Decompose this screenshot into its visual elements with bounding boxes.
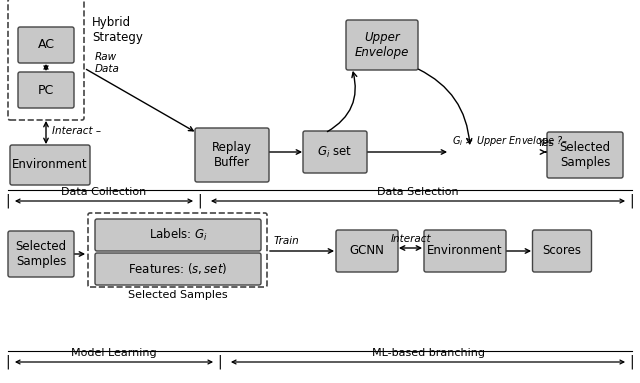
Text: PC: PC [38, 83, 54, 97]
Text: Data Collection: Data Collection [61, 187, 147, 197]
Text: |: | [630, 194, 634, 208]
Text: |: | [198, 194, 202, 208]
Text: Data Selection: Data Selection [377, 187, 459, 197]
Text: Interact: Interact [390, 234, 431, 244]
Text: Model Learning: Model Learning [71, 348, 157, 358]
FancyBboxPatch shape [18, 27, 74, 63]
FancyBboxPatch shape [95, 219, 261, 251]
FancyBboxPatch shape [303, 131, 367, 173]
Text: |: | [630, 355, 634, 369]
FancyBboxPatch shape [10, 145, 90, 185]
Text: Raw
Data: Raw Data [95, 52, 120, 74]
FancyBboxPatch shape [18, 72, 74, 108]
Text: Environment: Environment [427, 244, 503, 257]
Text: Labels: $\mathit{G_i}$: Labels: $\mathit{G_i}$ [148, 227, 207, 243]
Text: |: | [218, 355, 222, 369]
Text: GCNN: GCNN [349, 244, 385, 257]
FancyBboxPatch shape [195, 128, 269, 182]
FancyBboxPatch shape [8, 231, 74, 277]
Text: |: | [6, 355, 10, 369]
FancyBboxPatch shape [346, 20, 418, 70]
Text: $G_i$ > Upper Envelope ?–: $G_i$ > Upper Envelope ?– [452, 134, 568, 148]
Text: Selected Samples: Selected Samples [128, 290, 228, 300]
Text: Scores: Scores [543, 244, 582, 257]
Text: Features: $\mathit{(s,set)}$: Features: $\mathit{(s,set)}$ [128, 262, 228, 277]
Text: Yes: Yes [537, 138, 554, 148]
FancyBboxPatch shape [424, 230, 506, 272]
FancyBboxPatch shape [547, 132, 623, 178]
Text: Interact –: Interact – [52, 126, 101, 136]
Text: Upper
Envelope: Upper Envelope [355, 31, 409, 59]
Text: |: | [6, 194, 10, 208]
Text: Hybrid
Strategy: Hybrid Strategy [92, 16, 143, 44]
Text: Train: Train [274, 236, 300, 246]
Text: Replay
Buffer: Replay Buffer [212, 141, 252, 169]
Text: ML-based branching: ML-based branching [371, 348, 484, 358]
FancyBboxPatch shape [532, 230, 591, 272]
Text: AC: AC [38, 39, 54, 51]
Text: Environment: Environment [12, 159, 88, 172]
FancyBboxPatch shape [336, 230, 398, 272]
FancyBboxPatch shape [95, 253, 261, 285]
Text: Selected
Samples: Selected Samples [15, 240, 67, 268]
Text: Selected
Samples: Selected Samples [559, 141, 611, 169]
Text: $G_i$ set: $G_i$ set [317, 144, 353, 160]
